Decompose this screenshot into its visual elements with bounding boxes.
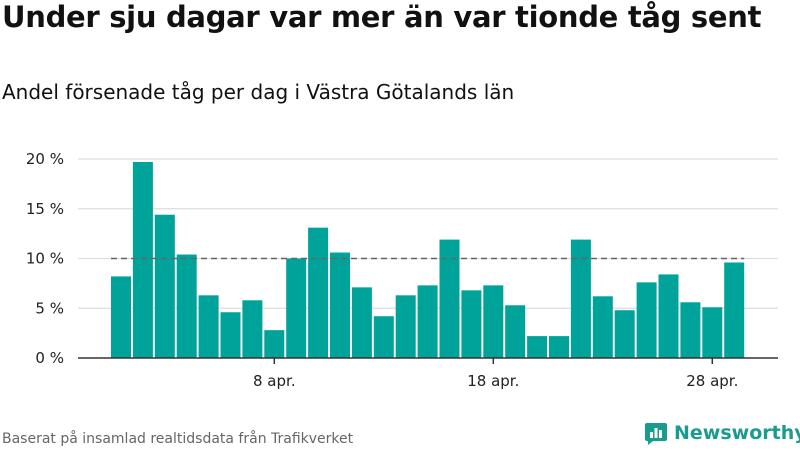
bar[interactable] xyxy=(154,214,175,358)
bar[interactable] xyxy=(308,227,329,358)
bar[interactable] xyxy=(220,312,241,358)
bar[interactable] xyxy=(132,161,153,358)
bar[interactable] xyxy=(111,276,131,358)
bar[interactable] xyxy=(351,287,372,358)
axes: 0 % 5 % 10 % 15 % 20 % 8 apr. 18 apr. 28 apr. xyxy=(26,150,778,390)
y-tick-label: 0 % xyxy=(35,349,64,367)
brand-name: Newsworthy xyxy=(674,422,800,444)
bar[interactable] xyxy=(592,296,613,358)
bar[interactable] xyxy=(264,330,285,358)
bar[interactable] xyxy=(549,336,569,358)
bar[interactable] xyxy=(286,258,307,359)
chart-subtitle: Andel försenade tåg per dag i Västra Göt… xyxy=(2,80,515,104)
source-note: Baserat på insamlad realtidsdata från Tr… xyxy=(2,431,354,447)
bar[interactable] xyxy=(570,239,591,358)
bar[interactable] xyxy=(505,305,526,358)
brand[interactable]: Newsworthy xyxy=(644,421,800,445)
chart-title: Under sju dagar var mer än var tionde tå… xyxy=(2,0,762,34)
x-tick-label: 28 apr. xyxy=(686,372,738,390)
bar[interactable] xyxy=(242,300,263,358)
bar[interactable] xyxy=(702,307,723,358)
bar[interactable] xyxy=(658,274,679,358)
y-tick-label: 20 % xyxy=(26,150,64,168)
bar[interactable] xyxy=(439,239,460,358)
bar[interactable] xyxy=(680,302,701,358)
x-tick-label: 18 apr. xyxy=(467,372,519,390)
bar[interactable] xyxy=(198,295,219,358)
bar-chart: 0 % 5 % 10 % 15 % 20 % 8 apr. 18 apr. 28 apr. xyxy=(26,150,778,390)
y-tick-label: 10 % xyxy=(26,250,64,268)
x-tick-label: 8 apr. xyxy=(253,372,296,390)
bars xyxy=(111,161,745,359)
y-tick-label: 5 % xyxy=(35,299,64,317)
bar[interactable] xyxy=(724,262,745,358)
bar[interactable] xyxy=(461,290,482,358)
bar[interactable] xyxy=(176,254,197,358)
bar[interactable] xyxy=(395,295,416,358)
bar[interactable] xyxy=(417,285,438,358)
bar[interactable] xyxy=(330,252,350,358)
bar[interactable] xyxy=(636,282,657,358)
bar-chart-logo-icon xyxy=(645,423,667,445)
bar[interactable] xyxy=(483,285,504,358)
y-tick-label: 15 % xyxy=(26,200,64,218)
bar[interactable] xyxy=(614,310,635,358)
bar[interactable] xyxy=(527,336,548,358)
bar[interactable] xyxy=(373,316,394,358)
